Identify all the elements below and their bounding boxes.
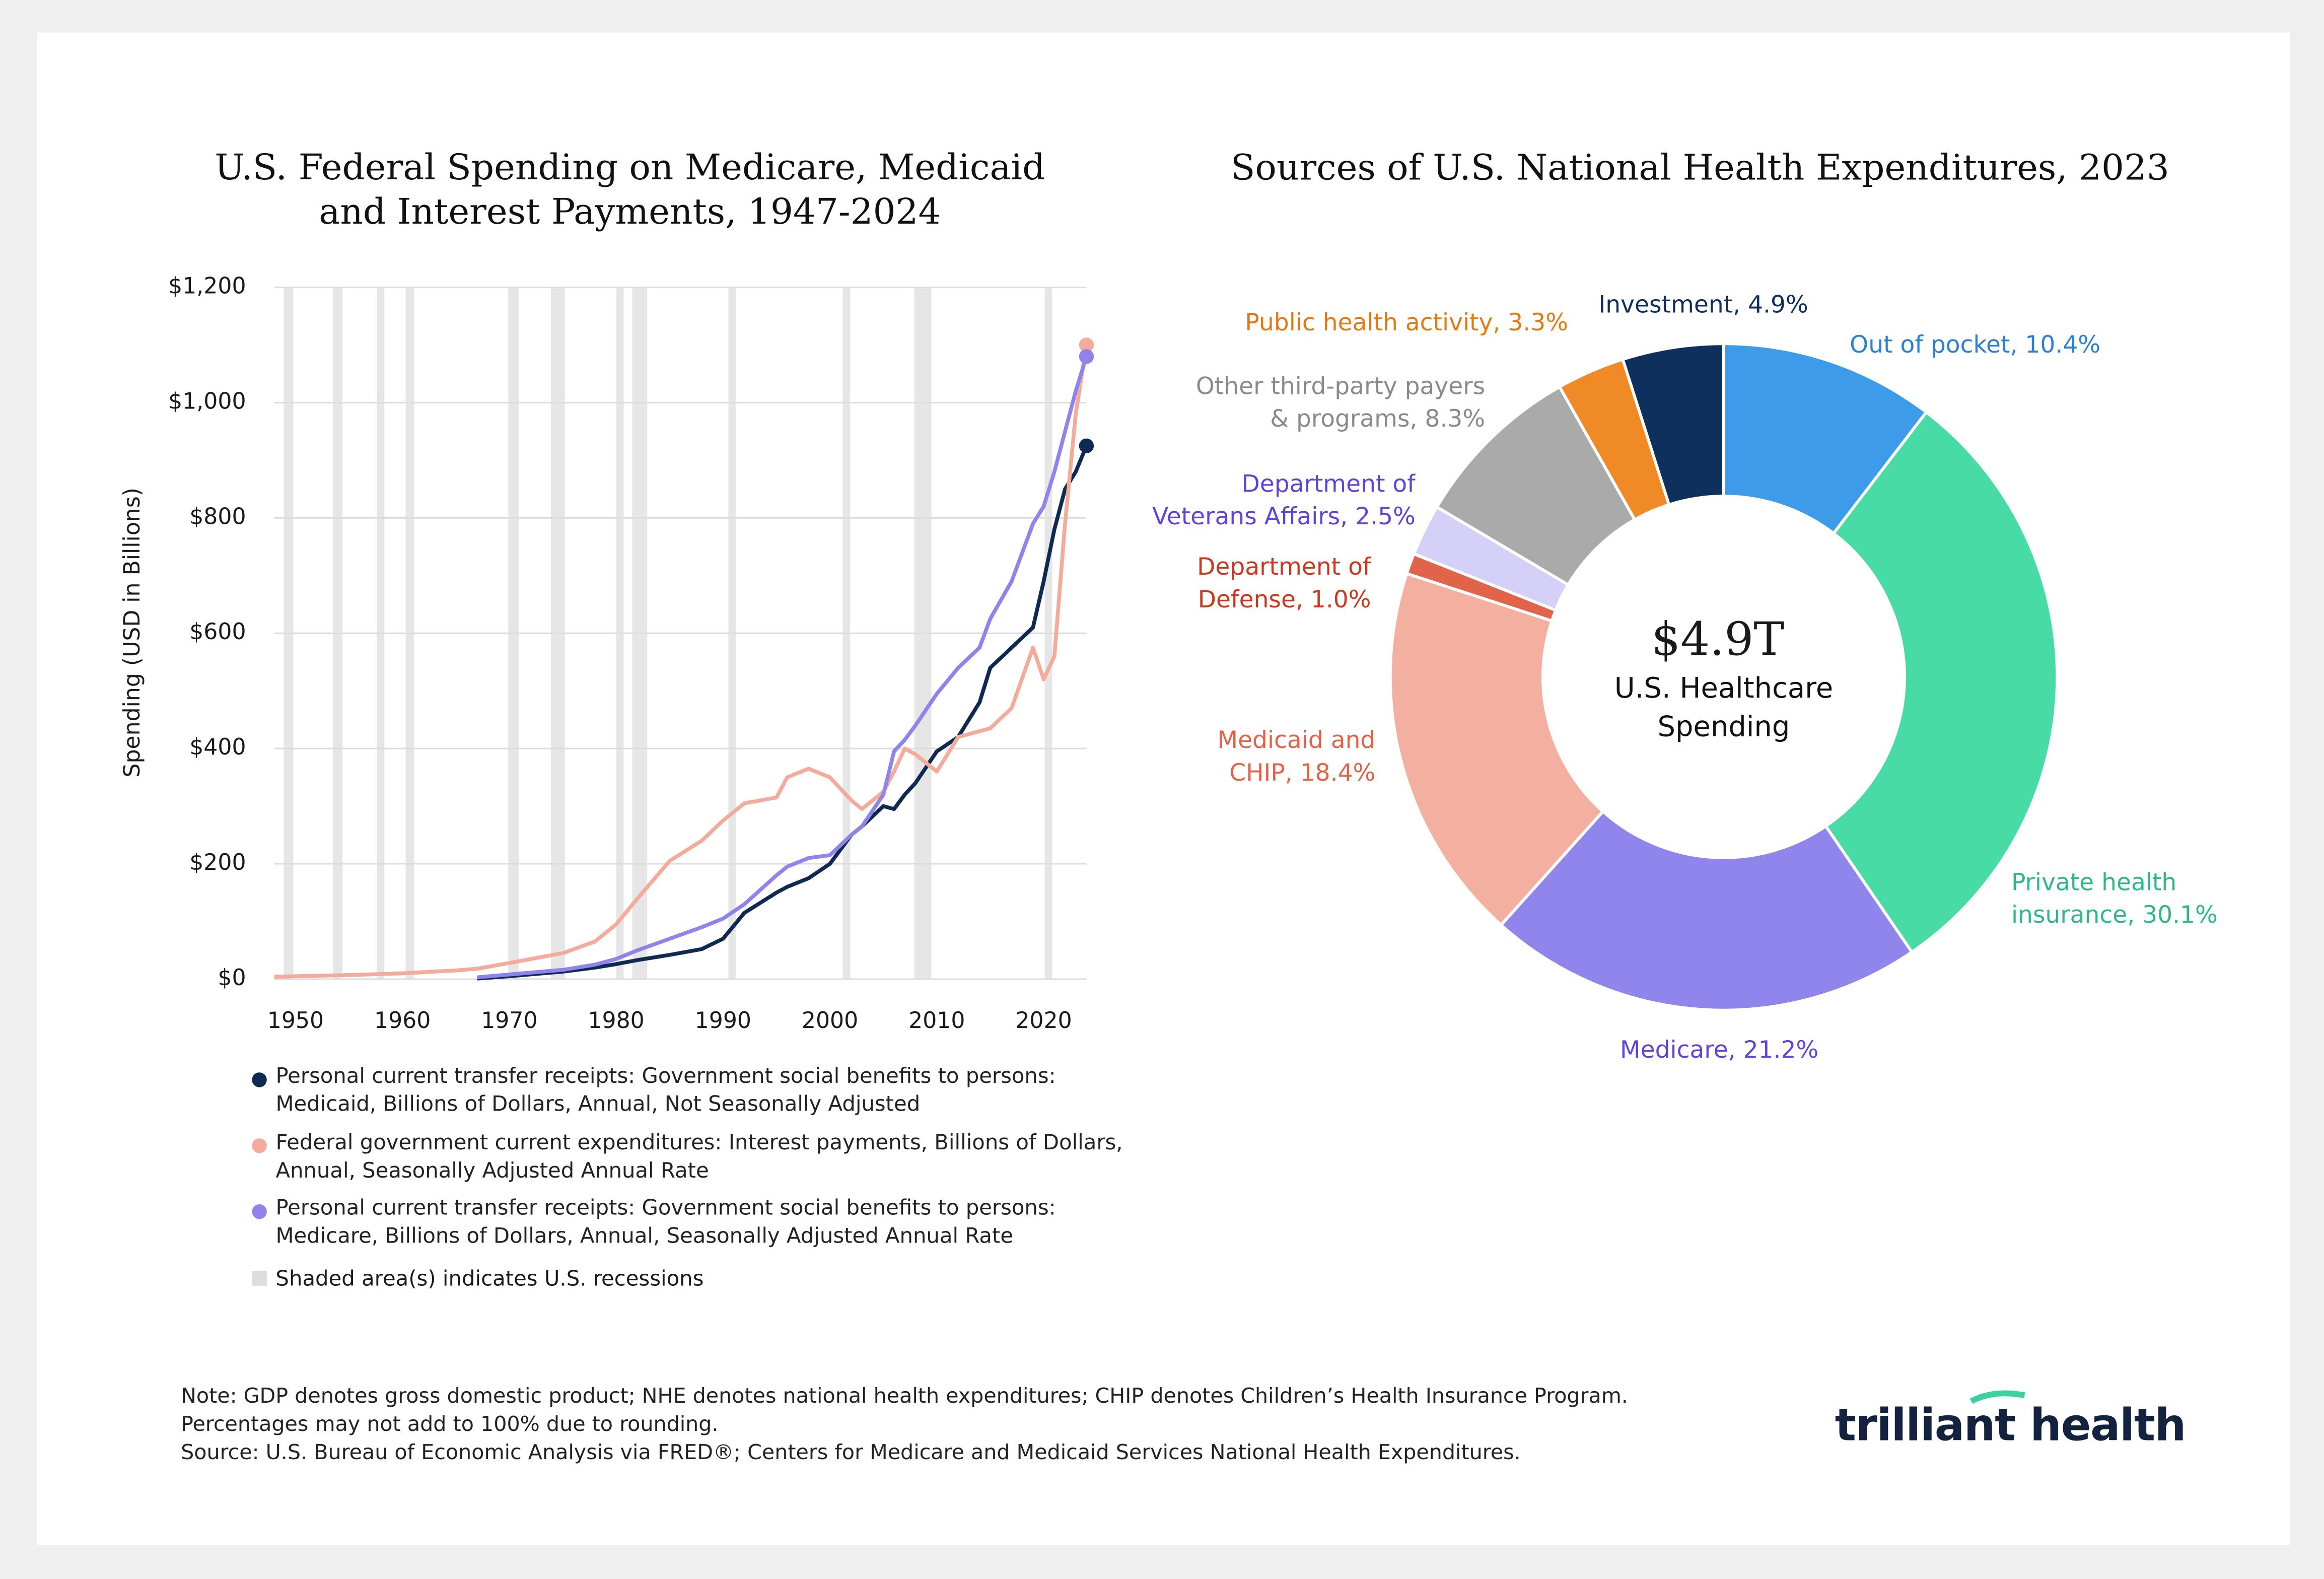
y-tick-label: $200 (189, 850, 246, 875)
slice-label-box: Department of Defense, 1.0% (1197, 552, 1371, 614)
legend-label-box: Personal current transfer receipts: Gove… (275, 1065, 1056, 1118)
donut-slice (1722, 342, 1929, 536)
legend-marker (252, 1271, 267, 1286)
end-point (1079, 349, 1094, 364)
notes-box: Note: GDP denotes gross domestic product… (181, 1385, 1629, 1465)
slice-label: Out of pocket, 10.4% (1850, 330, 2101, 359)
slice-label: Medicare, 21.2% (1620, 1035, 1819, 1064)
logo: trilliant health (1835, 1399, 2186, 1451)
slice-label-box: Investment, 4.9% (1598, 290, 1808, 319)
x-tick-label: 1970 (481, 1008, 537, 1034)
legend-marker (252, 1204, 267, 1219)
x-tick-label: 1990 (695, 1008, 751, 1034)
chart-title: Sources of U.S. National Health Expendit… (1231, 147, 2169, 188)
slice-label: Other third-party payers & programs, 8.3… (1195, 372, 1486, 433)
chart-title: U.S. Federal Spending on Medicare, Medic… (215, 147, 1045, 233)
series-line (274, 345, 1089, 979)
x-tick-label: 2000 (802, 1008, 858, 1034)
end-point (1079, 438, 1094, 453)
y-axis-label: Spending (USD in Billions) (119, 488, 145, 777)
slice-label: Investment, 4.9% (1598, 290, 1808, 319)
slice-label-box: Department of Veterans Affairs, 2.5% (1152, 469, 1416, 531)
slice-label: Medicaid and CHIP, 18.4% (1217, 726, 1376, 787)
x-tick-label: 1960 (374, 1008, 431, 1034)
legend-label: Shaded area(s) indicates U.S. recessions (275, 1266, 703, 1290)
legend-label-box: Personal current transfer receipts: Gove… (275, 1197, 1056, 1250)
y-tick-label: $1,000 (168, 388, 246, 414)
slice-label-box: Other third-party payers & programs, 8.3… (1195, 372, 1486, 433)
donut-slice (1499, 809, 1914, 1012)
legend-label: Federal government current expenditures:… (275, 1131, 1123, 1184)
slice-label-box: Private health insurance, 30.1% (2011, 868, 2218, 930)
x-tick-label: 2020 (1015, 1008, 1072, 1034)
y-tick-label: $600 (189, 619, 246, 645)
notes: Note: GDP denotes gross domestic product… (181, 1385, 1629, 1465)
center-text-box: U.S. Healthcare Spending (1614, 672, 1834, 743)
legend-label: Personal current transfer receipts: Gove… (275, 1197, 1056, 1250)
y-tick-label: $0 (218, 965, 246, 991)
series-line (477, 356, 1089, 980)
x-tick-label: 1980 (588, 1008, 644, 1034)
legend-label: Personal current transfer receipts: Gove… (275, 1065, 1056, 1118)
center-text: U.S. Healthcare Spending (1614, 672, 1834, 743)
logo-swoosh (1969, 1390, 2025, 1404)
legend-marker (252, 1138, 267, 1153)
donut-slice (1435, 385, 1637, 587)
donut-slice (1621, 342, 1725, 507)
slice-label: Private health insurance, 30.1% (2011, 868, 2218, 930)
center-value: $4.9T (1651, 612, 1784, 666)
slice-label: Department of Veterans Affairs, 2.5% (1152, 469, 1416, 531)
slice-label: Public health activity, 3.3% (1245, 308, 1568, 336)
slice-label-box: Public health activity, 3.3% (1245, 308, 1568, 336)
donut-slice (1388, 572, 1605, 927)
slice-label: Department of Defense, 1.0% (1197, 552, 1371, 614)
x-tick-label: 2010 (908, 1008, 965, 1034)
y-tick-label: $800 (189, 504, 246, 529)
y-tick-label: $400 (189, 734, 246, 760)
legend-label-box: Federal government current expenditures:… (275, 1131, 1123, 1184)
slice-label-box: Medicare, 21.2% (1620, 1035, 1819, 1064)
chart-title-box: U.S. Federal Spending on Medicare, Medic… (215, 147, 1045, 233)
y-tick-label: $1,200 (168, 273, 246, 299)
legend-marker (252, 1072, 267, 1087)
end-point (1079, 337, 1094, 353)
donut-slice (1823, 410, 2059, 954)
slice-label-box: Out of pocket, 10.4% (1850, 330, 2101, 359)
x-tick-label: 1950 (267, 1008, 324, 1034)
slice-label-box: Medicaid and CHIP, 18.4% (1217, 726, 1376, 787)
